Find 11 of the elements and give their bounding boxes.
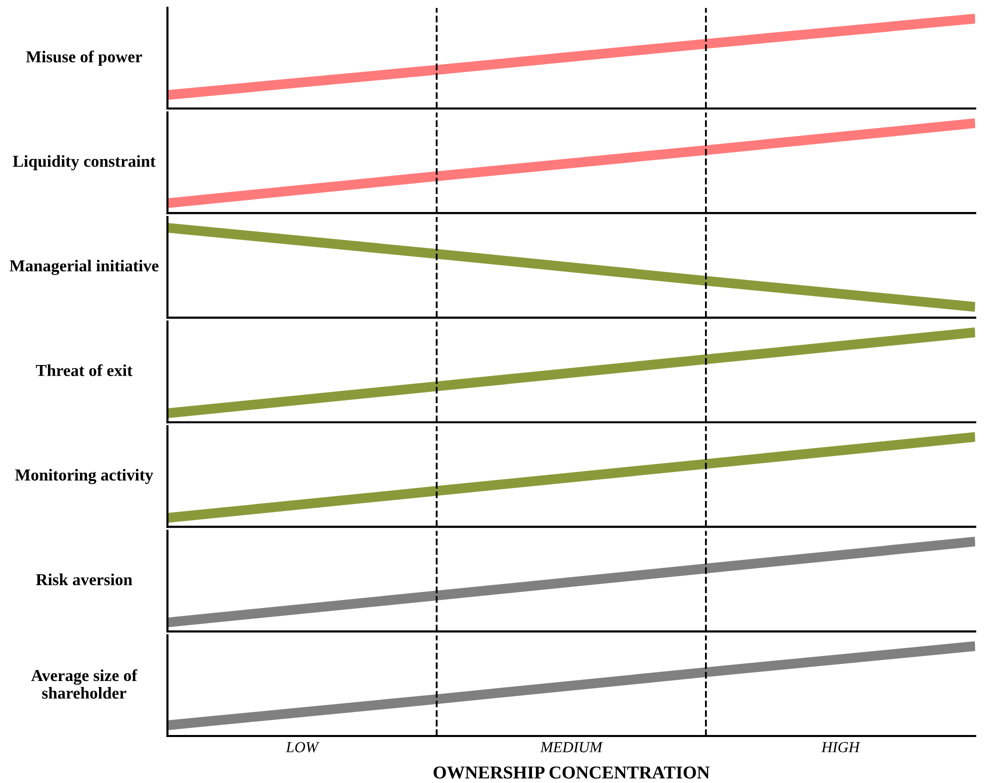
x-axis-title: OWNERSHIP CONCENTRATION <box>434 766 710 779</box>
y-axis-title: Threat of exit <box>36 364 132 376</box>
y-axis-title: Misuse of power <box>26 50 142 66</box>
y-axis-title: Risk aversion <box>36 574 132 586</box>
text: LOW <box>286 742 320 752</box>
text: HIGH <box>821 742 860 752</box>
y-axis-title: Monitoring activity <box>15 468 154 484</box>
y-axis-title: Managerial initiative <box>10 260 158 275</box>
text: MEDIUM <box>540 742 603 752</box>
y-axis-title: Liquidity constraint <box>12 155 156 170</box>
y-axis-title: Average size of shareholder <box>31 669 138 699</box>
